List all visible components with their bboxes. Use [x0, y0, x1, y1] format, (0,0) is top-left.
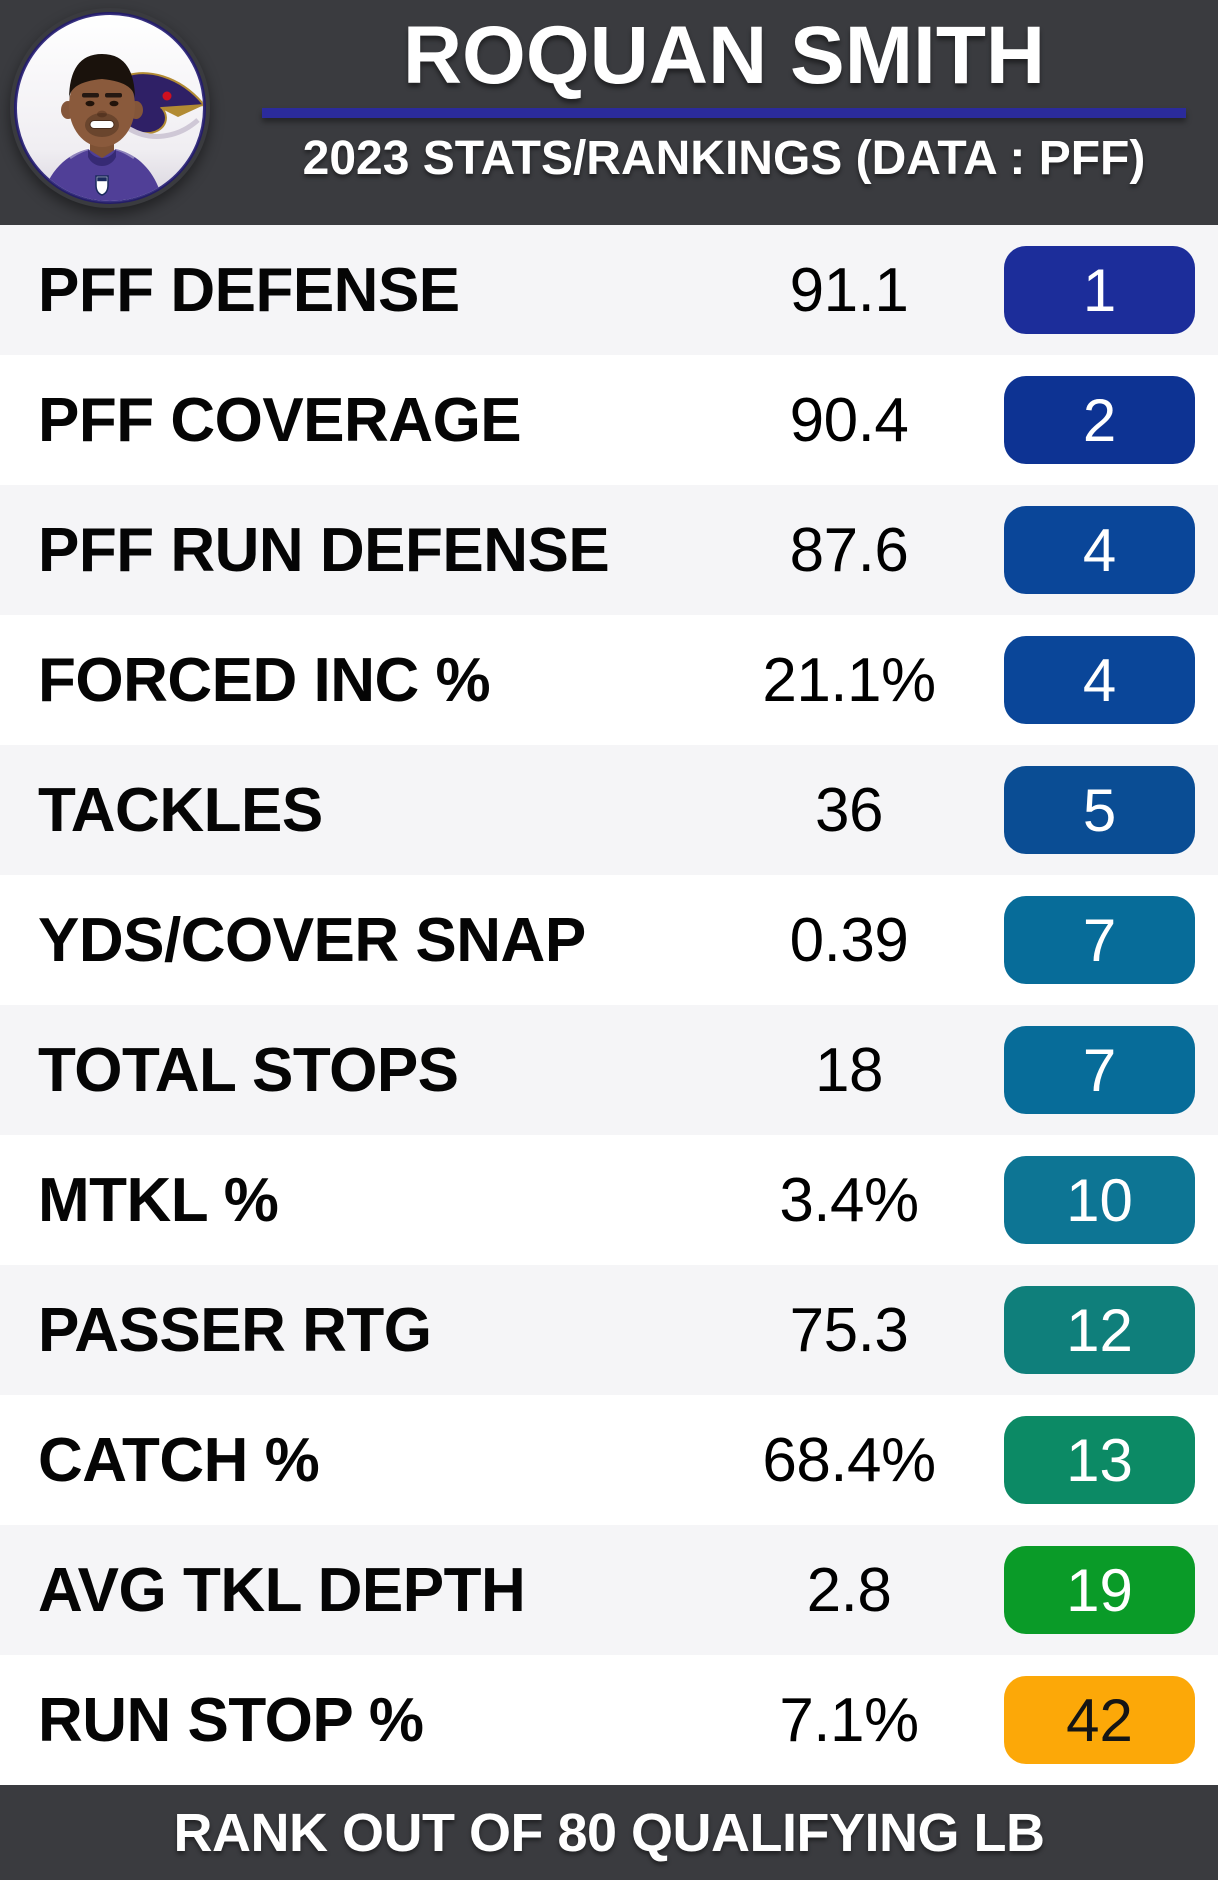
rank-badge: 13 — [1004, 1416, 1195, 1504]
rank-badge: 10 — [1004, 1156, 1195, 1244]
stat-value: 18 — [815, 1035, 883, 1105]
rank-badge: 2 — [1004, 376, 1195, 464]
stat-value: 36 — [815, 775, 883, 845]
stats-table: PFF DEFENSE 91.1 1 PFF COVERAGE 90.4 2 P… — [0, 225, 1218, 1785]
stat-label: RUN STOP % — [38, 1685, 424, 1755]
stat-row: FORCED INC % 21.1% 4 — [0, 615, 1218, 745]
stat-row: PFF COVERAGE 90.4 2 — [0, 355, 1218, 485]
header: B — [0, 0, 1218, 225]
rank-badge: 5 — [1004, 766, 1195, 854]
stat-label: TACKLES — [38, 775, 323, 845]
stat-label: CATCH % — [38, 1425, 320, 1495]
stat-row: PFF DEFENSE 91.1 1 — [0, 225, 1218, 355]
stat-label: PFF COVERAGE — [38, 385, 522, 455]
player-avatar-image: B — [14, 12, 206, 204]
rank-badge: 42 — [1004, 1676, 1195, 1764]
stat-label: PFF RUN DEFENSE — [38, 515, 610, 585]
stat-value: 68.4% — [762, 1425, 936, 1495]
stat-value: 21.1% — [762, 645, 936, 715]
title-underline — [262, 108, 1186, 118]
rank-badge: 4 — [1004, 506, 1195, 594]
stat-row: PASSER RTG 75.3 12 — [0, 1265, 1218, 1395]
stat-value: 75.3 — [789, 1295, 909, 1365]
stat-value: 2.8 — [806, 1555, 892, 1625]
stat-label: PFF DEFENSE — [38, 255, 460, 325]
stat-row: PFF RUN DEFENSE 87.6 4 — [0, 485, 1218, 615]
footer-note: RANK OUT OF 80 QUALIFYING LB — [173, 1802, 1045, 1863]
stat-value: 7.1% — [779, 1685, 919, 1755]
stat-value: 87.6 — [789, 515, 909, 585]
stat-label: PASSER RTG — [38, 1295, 432, 1365]
stat-row: TOTAL STOPS 18 7 — [0, 1005, 1218, 1135]
stat-label: AVG TKL DEPTH — [38, 1555, 526, 1625]
player-portrait — [40, 54, 164, 201]
stat-value: 0.39 — [789, 905, 909, 975]
stat-value: 90.4 — [789, 385, 909, 455]
stat-row: MTKL % 3.4% 10 — [0, 1135, 1218, 1265]
stat-row: YDS/COVER SNAP 0.39 7 — [0, 875, 1218, 1005]
footer: RANK OUT OF 80 QUALIFYING LB — [0, 1785, 1218, 1880]
header-text-block: ROQUAN SMITH 2023 STATS/RANKINGS (DATA :… — [230, 0, 1218, 225]
stat-row: AVG TKL DEPTH 2.8 19 — [0, 1525, 1218, 1655]
stat-label: TOTAL STOPS — [38, 1035, 459, 1105]
rank-badge: 12 — [1004, 1286, 1195, 1374]
rank-badge: 7 — [1004, 896, 1195, 984]
nfl-shield-icon — [95, 175, 109, 196]
rank-badge: 7 — [1004, 1026, 1195, 1114]
stat-value: 3.4% — [779, 1165, 919, 1235]
stat-label: YDS/COVER SNAP — [38, 905, 586, 975]
rank-badge: 4 — [1004, 636, 1195, 724]
page-subtitle: 2023 STATS/RANKINGS (DATA : PFF) — [302, 132, 1146, 185]
stat-row: TACKLES 36 5 — [0, 745, 1218, 875]
stat-value: 91.1 — [789, 255, 909, 325]
stat-row: CATCH % 68.4% 13 — [0, 1395, 1218, 1525]
stat-label: MTKL % — [38, 1165, 279, 1235]
stat-row: RUN STOP % 7.1% 42 — [0, 1655, 1218, 1785]
rank-badge: 1 — [1004, 246, 1195, 334]
player-avatar: B — [10, 8, 210, 208]
rank-badge: 19 — [1004, 1546, 1195, 1634]
stat-label: FORCED INC % — [38, 645, 491, 715]
page-title: ROQUAN SMITH — [402, 10, 1046, 101]
